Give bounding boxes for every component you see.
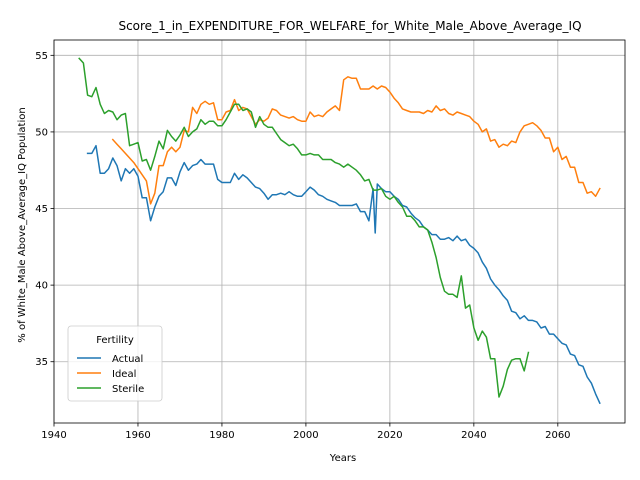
plot-lines (78, 57, 601, 405)
y-axis: 35 40 45 50 55 (35, 51, 54, 368)
x-tick-label: 2020 (377, 430, 402, 441)
series-line-actual (86, 144, 601, 405)
x-tick-label: 1980 (209, 430, 234, 441)
y-tick-label: 40 (35, 281, 48, 292)
x-tick-label: 1960 (125, 430, 150, 441)
y-tick-label: 50 (35, 127, 48, 138)
x-tick-label: 1940 (41, 430, 66, 441)
x-tick-label: 2060 (545, 430, 570, 441)
y-tick-label: 45 (35, 204, 48, 215)
legend-title: Fertility (96, 335, 134, 346)
series-line-ideal (111, 76, 601, 205)
series-line-sterile (78, 57, 530, 398)
x-tick-label: 2040 (461, 430, 486, 441)
legend-box (67, 325, 163, 402)
y-tick-label: 35 (35, 357, 48, 368)
legend-label-actual: Actual (112, 354, 143, 365)
legend-label-ideal: Ideal (112, 369, 136, 380)
legend-label-sterile: Sterile (112, 384, 144, 395)
y-tick-label: 55 (35, 51, 48, 62)
grid (53, 40, 625, 423)
chart-title: Score_1_in_EXPENDITURE_FOR_WELFARE_for_W… (118, 19, 581, 33)
legend: Fertility Actual Ideal Sterile (67, 325, 163, 402)
x-axis-label: Years (329, 453, 356, 464)
x-tick-label: 2000 (293, 430, 318, 441)
x-axis: 1940 1960 1980 2000 2020 2040 2060 (41, 423, 571, 441)
plot-frame (53, 39, 626, 424)
y-axis-label: % of White_Male Above_Average_IQ Populat… (17, 107, 28, 342)
